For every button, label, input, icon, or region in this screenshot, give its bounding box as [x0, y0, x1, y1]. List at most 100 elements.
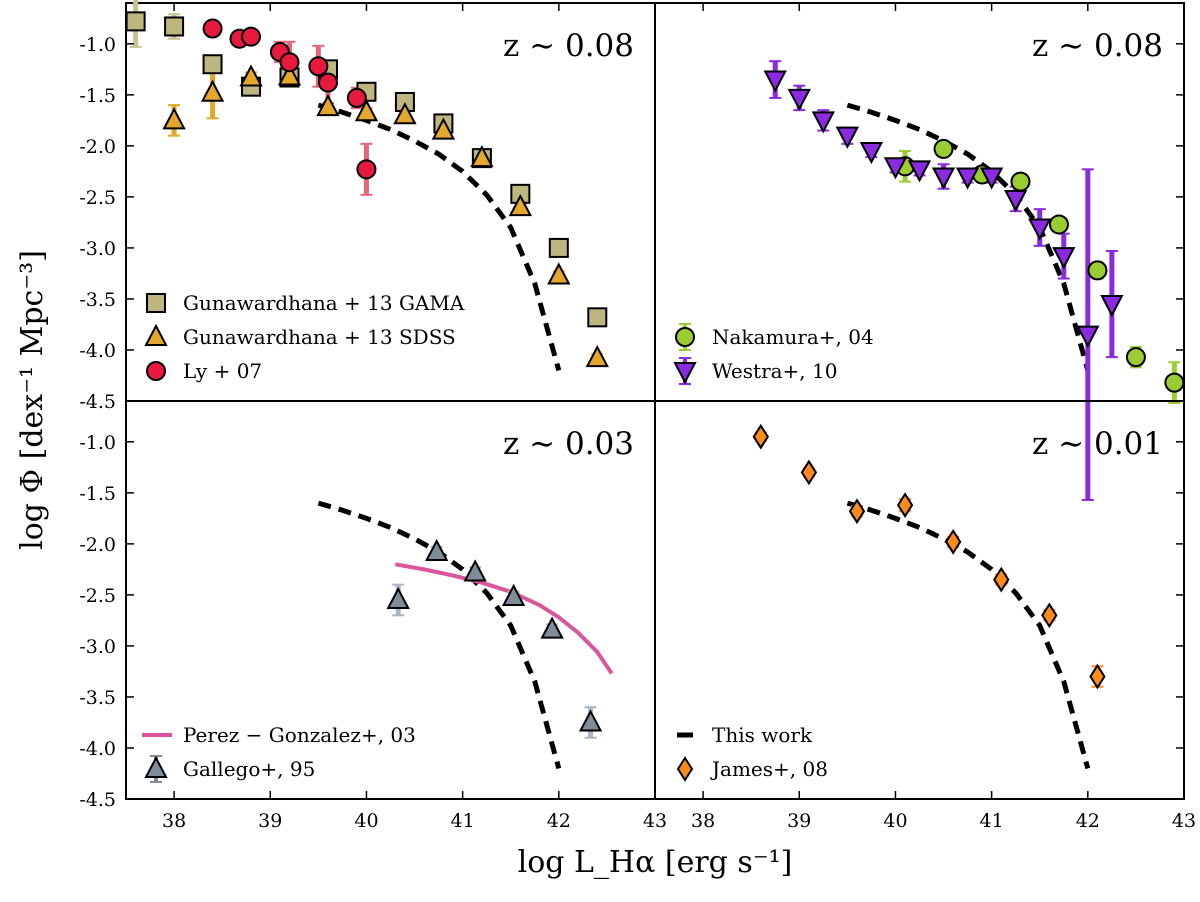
x-axis-label: log L_Hα [erg s⁻¹]	[518, 845, 793, 880]
gunawardhana-13-sdss-point	[431, 117, 456, 140]
y-tick-label: -2.5	[79, 187, 116, 209]
legend: Gunawardhana + 13 GAMA Gunawardhana + 13 …	[144, 291, 465, 383]
legend-label: Gunawardhana + 13 SDSS	[183, 325, 456, 349]
y-tick-label: -4.5	[79, 391, 116, 413]
x-tick-label: 40	[883, 810, 907, 832]
james-08-point	[944, 528, 962, 555]
this-work-fit-line	[846, 102, 1091, 372]
gallego-95-point	[463, 559, 487, 582]
gunawardhana-13-sdss-point	[547, 262, 571, 285]
legend: Nakamura+, 04 Westra+, 10	[673, 323, 874, 385]
westra-10-point	[811, 111, 835, 134]
panel-top-left: z ∼ 0.08 Gunawardhana + 13 GAMAGunawardh…	[125, 0, 656, 402]
westra-10-point	[979, 167, 1004, 190]
westra-10-point	[1004, 189, 1028, 213]
gunawardhana-13-sdss-point	[162, 107, 186, 130]
x-tick-label: 38	[691, 810, 715, 832]
ly-07-point	[356, 159, 377, 180]
james-08-point	[752, 423, 769, 450]
gallego-95-point	[425, 538, 449, 562]
gunawardhana-13-gama-point	[587, 307, 608, 328]
nakamura-04-point	[1087, 260, 1108, 281]
westra-10-point	[1100, 295, 1124, 318]
legend-label: Perez − Gonzalez+, 03	[183, 723, 416, 747]
ly-07-point	[241, 26, 262, 47]
nakamura-04-point	[1125, 347, 1146, 368]
axis-ticks: 38 39 40 41 42 43 38 39 40 41 42 43 -1.0 -1.5 -2.0 -2.5…	[79, 3, 1196, 832]
x-tick-label: 42	[547, 810, 571, 832]
ly-07-point	[308, 56, 329, 77]
x-tick-label: 41	[980, 810, 1004, 832]
westra-10-point	[859, 141, 884, 165]
legend-marker	[146, 361, 166, 381]
nakamura-04-point	[1164, 372, 1185, 393]
legend-label: Nakamura+, 04	[712, 325, 874, 349]
y-tick-label: -3.5	[79, 687, 116, 709]
gunawardhana-13-sdss-point	[316, 93, 340, 117]
legend-label: Gallego+, 95	[183, 757, 315, 781]
westra-10-point	[835, 126, 860, 149]
legend-label: Westra+, 10	[712, 359, 837, 383]
x-tick-label: 43	[1172, 810, 1196, 832]
this-work-fit-line	[317, 102, 562, 372]
panel-bottom-right: z ∼ 0.01 This work James+, 08	[654, 400, 1185, 800]
james-08-point	[848, 498, 866, 525]
gunawardhana-13-gama-point	[548, 237, 569, 258]
redshift-label: z ∼ 0.08	[1032, 28, 1163, 64]
westra-10-point	[787, 88, 811, 112]
legend-marker	[146, 293, 166, 313]
legend-marker	[673, 362, 697, 385]
legend-label: Gunawardhana + 13 GAMA	[183, 291, 465, 315]
x-tick-label: 42	[1076, 810, 1100, 832]
ly-07-point	[346, 87, 367, 108]
nakamura-04-point	[933, 138, 954, 159]
westra-10-point	[883, 157, 908, 180]
ly-07-point	[279, 52, 300, 73]
gunawardhana-13-sdss-point	[470, 144, 494, 168]
gallego-95-point	[386, 586, 410, 609]
redshift-label: z ∼ 0.03	[503, 426, 634, 462]
x-tick-label: 39	[258, 810, 282, 832]
x-tick-label: 39	[787, 810, 811, 832]
james-08-point	[800, 459, 818, 486]
y-tick-label: -2.5	[79, 585, 116, 607]
gunawardhana-13-sdss-point	[200, 79, 225, 102]
legend: Perez − Gonzalez+, 03 Gallego+, 95	[142, 723, 416, 783]
james-08-point	[896, 492, 914, 518]
redshift-label: z ∼ 0.08	[503, 28, 634, 64]
legend-label: James+, 08	[710, 757, 828, 781]
panel-frame	[654, 400, 1185, 800]
x-tick-label: 38	[162, 810, 186, 832]
this-work-fit-line	[846, 500, 1091, 770]
x-tick-label: 40	[354, 810, 378, 832]
westra-10-point	[1028, 218, 1052, 241]
james-08-point	[1089, 663, 1106, 690]
y-tick-label: -4.0	[79, 340, 116, 362]
westra-10-point	[931, 167, 956, 190]
y-axis-label: log Φ [dex⁻¹ Mpc⁻³]	[15, 250, 50, 550]
westra-10-point	[763, 70, 787, 93]
panel-top-right: z ∼ 0.08 Nakamura+, 04 Westra+, 10	[654, 2, 1185, 501]
gunawardhana-13-sdss-point	[239, 64, 263, 87]
y-tick-label: -2.0	[79, 136, 116, 158]
y-tick-label: -1.5	[79, 483, 116, 505]
legend-marker	[144, 323, 168, 346]
panel-bottom-left: z ∼ 0.03 Perez − Gonzalez+, 03 Gallego+, …	[125, 400, 656, 800]
gunawardhana-13-gama-point	[164, 16, 185, 37]
legend-marker	[675, 327, 695, 347]
legend-label: Ly + 07	[183, 359, 262, 383]
y-tick-label: -1.0	[79, 432, 116, 454]
y-tick-label: -4.5	[79, 789, 116, 811]
westra-10-point	[1052, 247, 1076, 270]
ly-07-point	[202, 18, 223, 39]
legend-marker	[144, 755, 168, 778]
westra-10-point	[955, 167, 980, 190]
gallego-95-point	[540, 616, 564, 639]
gunawardhana-13-sdss-point	[393, 102, 417, 125]
gunawardhana-13-sdss-point	[277, 63, 302, 86]
westra-10-point	[1076, 325, 1100, 348]
y-tick-label: -3.0	[79, 238, 116, 260]
y-tick-label: -3.5	[79, 289, 116, 311]
y-tick-label: -4.0	[79, 738, 116, 760]
